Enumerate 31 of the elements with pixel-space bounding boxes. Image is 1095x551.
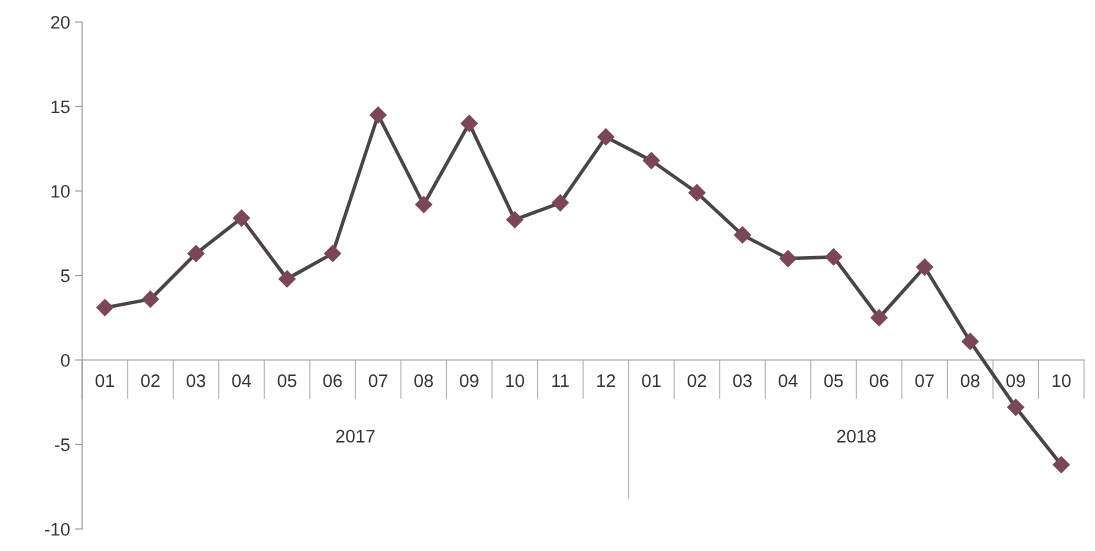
y-tick-label: 15: [51, 100, 70, 114]
x-tick-label: 06: [869, 374, 889, 388]
x-tick-label: 07: [368, 374, 388, 388]
x-tick-label: 01: [642, 374, 661, 388]
x-tick-label: 05: [277, 374, 297, 388]
x-tick-label: 02: [141, 374, 160, 388]
x-tick-label: 10: [506, 374, 525, 388]
annotation: 2017: [336, 429, 375, 443]
x-tick-label: 05: [824, 374, 843, 388]
y-tick-label: 0: [60, 353, 70, 367]
x-tick-label: 06: [323, 374, 342, 388]
x-tick-label: 08: [960, 374, 980, 388]
x-tick-label: 03: [733, 374, 752, 388]
x-tick-label: 11: [552, 374, 569, 387]
y-tick-label: -10: [45, 522, 70, 536]
y-tick-label: 5: [61, 269, 70, 283]
y-tick-label: 10: [51, 184, 70, 198]
x-tick-label: 03: [186, 374, 206, 388]
x-tick-label: 04: [778, 374, 798, 388]
x-tick-label: 12: [597, 374, 615, 387]
x-tick-label: 08: [414, 374, 433, 388]
y-tick-label: -5: [55, 438, 70, 452]
x-tick-label: 09: [459, 374, 479, 388]
x-tick-label: 09: [1006, 374, 1025, 388]
x-tick-label: 10: [1052, 374, 1071, 388]
annotation: 2018: [837, 429, 876, 443]
x-tick-label: 07: [915, 374, 934, 388]
x-tick-label: 02: [687, 374, 707, 388]
y-tick-label: 20: [51, 15, 70, 29]
x-tick-label: 04: [232, 374, 252, 388]
x-tick-label: 01: [95, 374, 115, 388]
